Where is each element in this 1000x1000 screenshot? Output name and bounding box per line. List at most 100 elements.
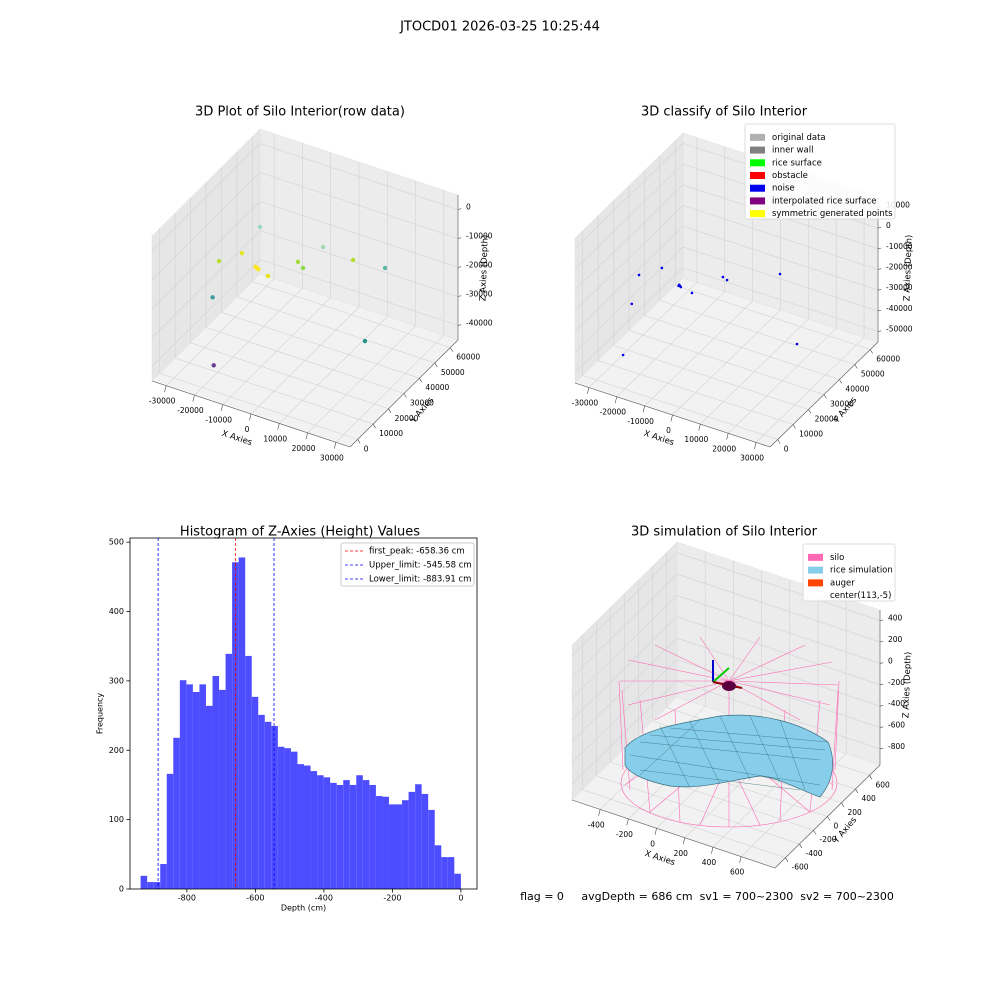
tick-mark [419,378,423,383]
panel-title: 3D classify of Silo Interior [641,105,808,120]
silo-top-mesh [620,636,839,726]
data-point [677,284,680,288]
grid-line [236,296,435,364]
rice-surface [624,714,834,798]
data-point [362,338,368,344]
histogram-bar [173,737,180,889]
tick-mark [372,423,376,429]
overlay: -30000-20000-100000100002000030000010000… [96,123,915,913]
z-axis-label: Z Axies (Depth) [902,235,914,302]
z-tick-label: -20000 [466,261,493,270]
histogram-bar [375,796,383,889]
data-point [265,273,271,279]
y-tick-label: -600 [792,863,809,872]
y-tick-label: 20000 [815,415,839,424]
tick-mark [305,432,308,440]
grid-line [676,573,881,643]
x-tick-label: 10000 [263,434,287,443]
z-tick-label: 0 [466,203,471,212]
histogram-bar [160,864,167,889]
z-tick-label: 0 [888,656,893,665]
x-tick-label: 0 [666,426,671,435]
tick-mark [598,809,601,816]
x-tick-label: -800 [178,894,196,903]
data-point [660,266,664,270]
x-tick-label: -200 [383,894,401,903]
grid-line [151,259,261,367]
grid-line [675,285,871,350]
histogram-bar [284,748,291,889]
grid-line [598,360,794,425]
tick-mark [877,247,882,250]
tick-mark [855,788,859,794]
tick-mark [869,775,873,780]
legend-label: noise [772,184,795,194]
y-tick-label: 10000 [799,430,823,439]
tick-mark [827,816,831,821]
z-tick-label: -30000 [466,290,493,299]
z-tick-label: -40000 [466,319,493,328]
x-tick-label: -20000 [177,406,204,415]
tick-mark [164,385,167,393]
data-point [216,258,222,264]
legend-label: original data [772,133,826,143]
x-tick-label: 10000 [684,435,708,444]
y-tick-label: 40000 [845,385,869,394]
histogram-bar [251,696,259,889]
histogram-bar [323,777,331,889]
histogram-bar [441,857,448,889]
legend-label: auger [830,578,855,588]
tick-mark [877,226,882,229]
z-tick-label: -600 [888,721,905,730]
z-tick-label: 0 [886,221,891,230]
z-tick-label: 400 [888,614,903,623]
tick-mark [220,404,224,412]
z-tick-label: -400 [888,699,905,708]
histogram-bar [199,684,206,889]
y-axis-label: Frequency [96,693,105,735]
y-tick-label: 0 [784,445,789,454]
z-tick-label: 10000 [886,200,910,209]
tick-mark [457,237,462,239]
histogram-bar [179,680,187,889]
legend-box [802,543,896,602]
tick-mark [614,396,618,404]
rice-surface-mesh [629,715,829,791]
data-point [721,275,725,279]
z-tick-label: -40000 [886,304,913,313]
data-point [239,250,245,256]
grid-line [259,259,459,326]
grid-line [676,659,881,728]
histogram-bar [421,793,429,889]
legend-label: inner wall [772,146,813,156]
z-tick-label: 200 [888,635,903,644]
grid-line [682,225,879,291]
tick-mark [854,364,858,369]
silo-edge [618,680,624,771]
legend-swatch [808,579,823,587]
grid-line [574,143,684,249]
y-tick-label: 500 [109,538,124,547]
histogram-bar [428,809,435,889]
legend-swatch [750,146,765,154]
x-tick-label: 600 [730,868,745,877]
legend-label: Upper_limit: -545.58 cm [369,561,472,571]
histogram-bar [343,780,350,889]
legend-label: obstacle [772,171,808,181]
histogram-bar [277,746,285,889]
grid-line [682,205,879,270]
histogram-bar [219,689,226,889]
grid-line [159,373,358,440]
x-tick-label: -10000 [627,417,654,426]
legend-box [340,542,475,587]
y-tick-label: 10000 [379,429,403,438]
histogram-bar [395,804,403,889]
x-tick-label: 30000 [320,453,344,462]
y-tick-label: 200 [848,808,863,817]
data-point [637,273,641,277]
legend-swatch [808,553,823,561]
tick-mark [792,424,796,429]
histogram-bar [356,775,363,889]
legend-label: symmetric generated points [772,209,893,219]
z-axis-label: Z Axies (Depth) [478,235,490,302]
